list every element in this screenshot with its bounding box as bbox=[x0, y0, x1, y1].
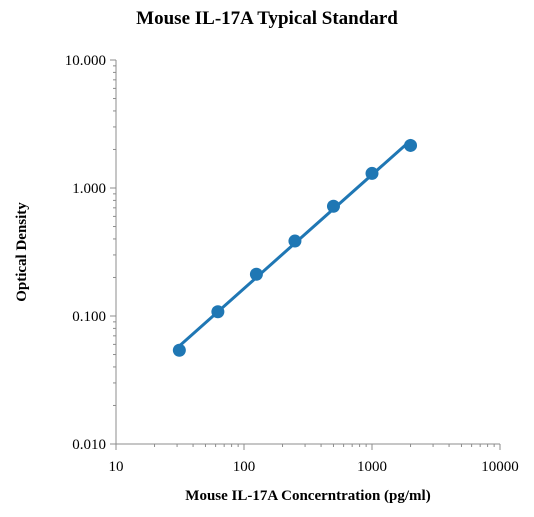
x-axis-label: Mouse IL-17A Concerntration (pg/ml) bbox=[185, 488, 430, 504]
data-point bbox=[404, 138, 418, 152]
data-point bbox=[249, 267, 263, 281]
y-axis-ticks: 0.010 0.100 1.000 10.000 bbox=[65, 53, 116, 453]
x-tick-label: 10 bbox=[109, 459, 124, 475]
y-axis-label: Optical Density bbox=[14, 202, 30, 302]
x-tick-label: 10000 bbox=[481, 459, 519, 475]
y-tick-label: 1.000 bbox=[72, 181, 106, 197]
data-point bbox=[288, 234, 302, 248]
data-point bbox=[172, 343, 186, 357]
y-tick-label: 0.100 bbox=[72, 309, 106, 325]
y-tick-label: 10.000 bbox=[65, 53, 106, 69]
data-point bbox=[326, 199, 340, 213]
data-points bbox=[172, 138, 418, 357]
data-point bbox=[365, 166, 379, 180]
x-tick-label: 100 bbox=[233, 459, 256, 475]
axes bbox=[115, 60, 500, 445]
y-tick-label: 0.010 bbox=[72, 437, 106, 453]
x-tick-label: 1000 bbox=[357, 459, 387, 475]
chart-title: Mouse IL-17A Typical Standard bbox=[136, 8, 398, 29]
data-point bbox=[211, 305, 225, 319]
x-axis-ticks: 10 100 1000 10000 bbox=[109, 444, 519, 475]
